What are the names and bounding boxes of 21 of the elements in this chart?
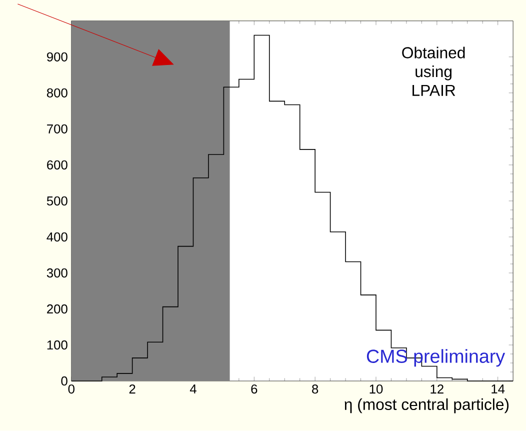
x-tick-label: 8: [312, 384, 318, 394]
x-tick-label: 10: [370, 384, 383, 394]
annotation: Obtained using LPAIR: [402, 46, 465, 96]
y-tick-label: 100: [47, 340, 68, 350]
x-tick-label: 2: [129, 384, 136, 394]
y-tick-label: 700: [47, 124, 68, 134]
y-tick-label: 800: [46, 88, 68, 98]
y-tick-label: 600: [47, 160, 68, 170]
y-tick-label: 300: [46, 268, 68, 278]
x-tick-label: 14: [492, 384, 505, 394]
x-tick-label: 6: [251, 384, 258, 394]
y-tick-label: 900: [47, 52, 68, 62]
y-tick-label: 400: [46, 232, 68, 242]
x-tick-label: 4: [190, 384, 196, 394]
x-axis-title: η (most central particle): [344, 398, 509, 414]
y-tick-label: 500: [46, 196, 68, 206]
y-tick-label: 200: [47, 304, 68, 314]
annotation: CMS preliminary: [366, 349, 506, 367]
y-tick-label: 0: [61, 376, 68, 386]
x-tick-label: 12: [430, 384, 444, 394]
x-tick-label: 0: [68, 384, 74, 394]
